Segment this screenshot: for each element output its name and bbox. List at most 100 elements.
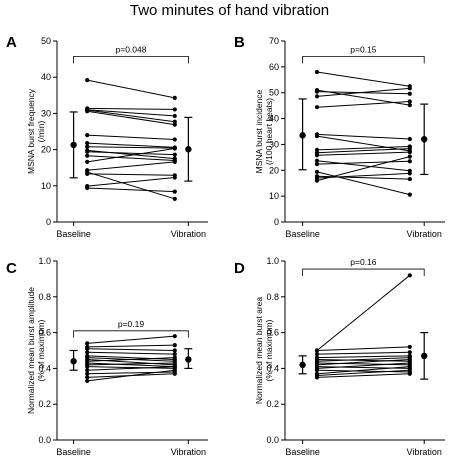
subject-pair-line [87, 142, 175, 148]
subject-pair-line [316, 358, 410, 362]
significance-bracket [73, 55, 189, 64]
subject-point-baseline [314, 178, 320, 183]
subject-pair-line [87, 155, 175, 161]
subject-point-vibration [172, 360, 177, 366]
subject-pair-line [316, 369, 410, 377]
y-tick-label: 0.2 [266, 399, 279, 409]
subject-pair-line [316, 133, 410, 140]
subject-point-vibration [407, 154, 412, 159]
subject-point-baseline [314, 94, 320, 99]
subject-point-vibration [172, 119, 177, 124]
subject-point-vibration [407, 357, 412, 362]
subject-pair-line [316, 369, 410, 373]
y-axis-label: Normalized mean burst area(% of maximum) [254, 297, 274, 405]
subject-point-baseline [85, 153, 90, 158]
y-tick-label: 0.0 [38, 435, 51, 445]
significance-bracket [302, 268, 425, 277]
subject-point-baseline [85, 169, 90, 175]
p-value-label: p=0.048 [116, 44, 147, 54]
y-tick-label: 50 [269, 88, 279, 98]
mean-marker-baseline [299, 132, 306, 139]
p-value-label: p=0.15 [350, 44, 377, 54]
subject-point-baseline [314, 69, 320, 75]
subject-point-vibration [172, 343, 177, 348]
y-tick-label: 0.6 [266, 328, 279, 338]
subject-point-baseline [85, 185, 90, 191]
y-axis-label-line: (% of maximum) [264, 319, 274, 381]
subject-pair-line [316, 362, 410, 369]
panel-label-B: B [234, 34, 245, 51]
y-axis-label: MSNA burst frequency(/min) [26, 88, 46, 174]
subject-point-vibration [407, 146, 412, 151]
subject-pair-line [87, 148, 175, 163]
subject-point-vibration [172, 348, 177, 353]
panel-label-D: D [234, 260, 245, 277]
subject-pair-line [316, 160, 410, 172]
subject-point-vibration [407, 159, 412, 164]
subject-pair-line [87, 176, 175, 187]
subject-pair-line [87, 362, 175, 366]
subject-pair-line [87, 109, 175, 117]
y-axis-label: MSNA burst incidence(/100 heart beats) [254, 89, 274, 173]
subject-point-baseline [314, 134, 320, 139]
subject-pair-line [87, 369, 175, 382]
y-tick-label: 40 [41, 72, 51, 82]
subject-point-baseline [314, 348, 320, 353]
subject-point-baseline [85, 159, 90, 165]
y-axis-label-line: MSNA burst frequency [26, 88, 36, 174]
y-tick-label: 30 [269, 139, 279, 149]
subject-point-vibration [172, 175, 177, 180]
y-tick-label: 0.2 [38, 399, 51, 409]
subject-pair-line [87, 335, 175, 344]
subject-point-vibration [407, 344, 412, 350]
subject-point-baseline [85, 341, 90, 346]
subject-point-vibration [172, 189, 177, 194]
p-value-label: p=0.16 [350, 257, 377, 267]
subject-point-vibration [407, 136, 412, 142]
subject-point-baseline [314, 375, 320, 380]
x-category-label: Baseline [56, 229, 91, 239]
subject-pair-line [316, 346, 410, 351]
subject-pair-line [87, 171, 175, 200]
y-tick-label: 70 [269, 36, 279, 46]
subject-point-vibration [407, 273, 412, 278]
subject-point-vibration [407, 360, 412, 366]
subject-point-vibration [172, 113, 177, 119]
subject-pair-line [87, 161, 175, 171]
subject-point-vibration [172, 334, 177, 339]
subject-point-baseline [85, 368, 90, 373]
y-tick-label: 50 [41, 36, 51, 46]
subject-point-baseline [85, 364, 90, 369]
y-tick-label: 10 [41, 181, 51, 191]
y-tick-label: 0.4 [266, 363, 279, 373]
mean-marker-vibration [421, 136, 428, 143]
subject-point-vibration [407, 176, 412, 182]
y-tick-label: 0 [274, 217, 279, 227]
subject-point-vibration [407, 371, 412, 376]
subject-point-vibration [407, 368, 412, 373]
y-axis-label-line: MSNA burst incidence [254, 89, 264, 173]
p-value-label: p=0.19 [118, 319, 145, 329]
subject-point-baseline [314, 153, 320, 158]
y-tick-label: 0.8 [38, 292, 51, 302]
subject-pair-line [87, 146, 175, 149]
subject-point-baseline [85, 133, 90, 138]
y-axis-label-line: (/100 heart beats) [264, 98, 274, 165]
y-tick-label: 20 [269, 165, 279, 175]
mean-marker-vibration [185, 356, 192, 363]
subject-pair-line [316, 366, 410, 375]
subject-point-baseline [314, 105, 320, 110]
x-category-label: Baseline [285, 447, 320, 457]
subject-pair-line [316, 71, 410, 87]
subject-pair-line [316, 151, 410, 156]
subject-pair-line [87, 351, 175, 355]
subject-pair-line [87, 344, 175, 348]
subject-point-vibration [172, 95, 177, 100]
subject-point-vibration [407, 99, 412, 104]
subject-pair-line [316, 101, 410, 108]
subject-point-vibration [172, 146, 177, 151]
subject-pair-line [87, 355, 175, 360]
subject-pair-line [316, 355, 410, 359]
subject-pair-line [316, 156, 410, 182]
y-axis-label-line: Normalized mean burst amplitude [26, 287, 36, 414]
